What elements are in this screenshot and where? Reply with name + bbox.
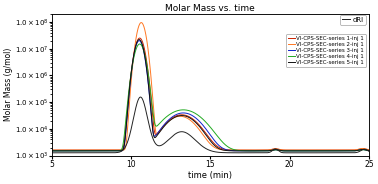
VI-CPS-SEC-series 5-inj 1 — [327, 150, 331, 152]
VI-CPS-SEC-series 2-inj 1 — [85, 149, 90, 151]
VI-CPS-SEC-series 5-inj 1 — [361, 148, 365, 151]
dRI — [85, 152, 90, 154]
VI-CPS-SEC-series 3-inj 1 — [361, 148, 365, 151]
VI-CPS-SEC-series 4-inj 1 — [327, 150, 331, 152]
Legend: dRI: dRI — [340, 15, 366, 25]
VI-CPS-SEC-series 1-inj 1 — [327, 149, 331, 151]
Legend: VI-CPS-SEC-series 1-inj 1, VI-CPS-SEC-series 2-inj 1, VI-CPS-SEC-series 3-inj 1,: VI-CPS-SEC-series 1-inj 1, VI-CPS-SEC-se… — [286, 34, 366, 67]
dRI — [171, 134, 176, 137]
VI-CPS-SEC-series 4-inj 1 — [185, 109, 189, 111]
VI-CPS-SEC-series 4-inj 1 — [367, 150, 371, 152]
VI-CPS-SEC-series 4-inj 1 — [361, 149, 365, 151]
VI-CPS-SEC-series 3-inj 1 — [137, 40, 141, 42]
dRI — [361, 148, 365, 151]
VI-CPS-SEC-series 5-inj 1 — [185, 116, 189, 118]
VI-CPS-SEC-series 4-inj 1 — [85, 150, 90, 152]
VI-CPS-SEC-series 1-inj 1 — [137, 37, 142, 39]
VI-CPS-SEC-series 3-inj 1 — [367, 150, 371, 152]
Line: VI-CPS-SEC-series 2-inj 1: VI-CPS-SEC-series 2-inj 1 — [51, 23, 369, 150]
VI-CPS-SEC-series 2-inj 1 — [171, 117, 176, 119]
dRI — [138, 96, 143, 98]
Y-axis label: Molar Mass (g/mol): Molar Mass (g/mol) — [4, 48, 13, 121]
VI-CPS-SEC-series 1-inj 1 — [367, 149, 371, 151]
VI-CPS-SEC-series 5-inj 1 — [171, 117, 176, 119]
dRI — [367, 150, 371, 153]
VI-CPS-SEC-series 1-inj 1 — [171, 116, 176, 118]
VI-CPS-SEC-series 2-inj 1 — [327, 149, 331, 151]
VI-CPS-SEC-series 5-inj 1 — [85, 150, 90, 152]
VI-CPS-SEC-series 1-inj 1 — [85, 149, 90, 151]
VI-CPS-SEC-series 3-inj 1 — [49, 150, 54, 152]
dRI — [325, 152, 329, 154]
dRI — [327, 152, 331, 154]
VI-CPS-SEC-series 1-inj 1 — [361, 148, 365, 150]
VI-CPS-SEC-series 1-inj 1 — [185, 115, 189, 117]
VI-CPS-SEC-series 3-inj 1 — [104, 150, 109, 152]
Title: Molar Mass vs. time: Molar Mass vs. time — [166, 4, 255, 13]
dRI — [49, 152, 54, 154]
VI-CPS-SEC-series 1-inj 1 — [104, 149, 109, 151]
Line: VI-CPS-SEC-series 5-inj 1: VI-CPS-SEC-series 5-inj 1 — [51, 40, 369, 151]
VI-CPS-SEC-series 4-inj 1 — [171, 111, 176, 113]
VI-CPS-SEC-series 4-inj 1 — [104, 150, 109, 152]
VI-CPS-SEC-series 3-inj 1 — [171, 115, 176, 117]
VI-CPS-SEC-series 5-inj 1 — [367, 149, 371, 152]
VI-CPS-SEC-series 2-inj 1 — [49, 149, 54, 151]
VI-CPS-SEC-series 4-inj 1 — [137, 43, 142, 45]
VI-CPS-SEC-series 3-inj 1 — [185, 112, 189, 114]
VI-CPS-SEC-series 4-inj 1 — [317, 150, 322, 152]
VI-CPS-SEC-series 5-inj 1 — [137, 38, 141, 41]
dRI — [104, 152, 109, 154]
VI-CPS-SEC-series 2-inj 1 — [139, 22, 144, 24]
VI-CPS-SEC-series 2-inj 1 — [367, 149, 371, 151]
dRI — [185, 132, 189, 135]
VI-CPS-SEC-series 1-inj 1 — [49, 149, 54, 151]
VI-CPS-SEC-series 2-inj 1 — [361, 147, 365, 150]
Line: VI-CPS-SEC-series 3-inj 1: VI-CPS-SEC-series 3-inj 1 — [51, 41, 369, 151]
VI-CPS-SEC-series 5-inj 1 — [104, 150, 109, 152]
Line: VI-CPS-SEC-series 4-inj 1: VI-CPS-SEC-series 4-inj 1 — [51, 44, 369, 151]
VI-CPS-SEC-series 2-inj 1 — [104, 149, 109, 151]
X-axis label: time (min): time (min) — [188, 171, 232, 180]
VI-CPS-SEC-series 3-inj 1 — [327, 150, 331, 152]
VI-CPS-SEC-series 2-inj 1 — [185, 117, 189, 119]
Line: dRI: dRI — [51, 97, 369, 153]
VI-CPS-SEC-series 3-inj 1 — [85, 150, 90, 152]
VI-CPS-SEC-series 5-inj 1 — [49, 150, 54, 152]
VI-CPS-SEC-series 4-inj 1 — [49, 150, 54, 152]
Line: VI-CPS-SEC-series 1-inj 1: VI-CPS-SEC-series 1-inj 1 — [51, 38, 369, 150]
